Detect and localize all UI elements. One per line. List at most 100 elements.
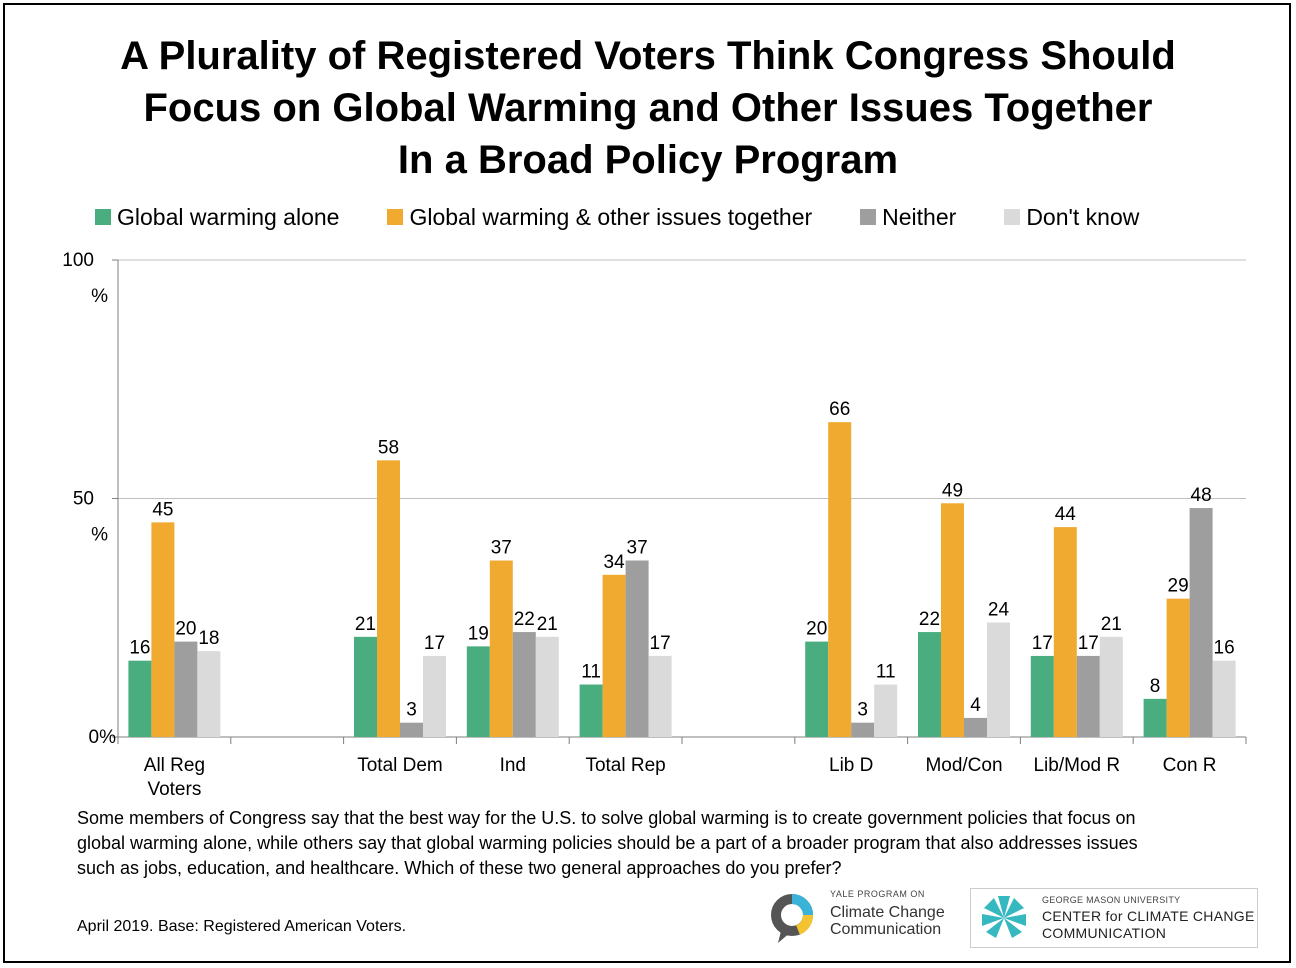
data-label: 19 <box>468 623 489 644</box>
data-label: 34 <box>604 552 626 573</box>
legend-label-neither: Neither <box>882 203 957 230</box>
title-line-2: Focus on Global Warming and Other Issues… <box>143 86 1153 130</box>
data-label: 17 <box>650 633 671 654</box>
data-label: 21 <box>1101 614 1122 635</box>
data-label: 24 <box>988 600 1010 621</box>
yale-program-name: Climate Change Communication <box>830 904 945 938</box>
chart-legend: Global warming alone Global warming & ot… <box>95 202 1139 232</box>
data-label: 20 <box>806 619 827 640</box>
data-label: 17 <box>1032 633 1053 654</box>
category-label: Lib/Mod R <box>1033 755 1120 776</box>
data-label: 22 <box>919 609 940 630</box>
legend-item-dontknow: Don't know <box>1004 204 1139 231</box>
gmu-name-line-1: CENTER for CLIMATE CHANGE <box>1042 908 1255 924</box>
data-label: 17 <box>1078 633 1099 654</box>
bar <box>1099 636 1123 737</box>
bar <box>602 574 626 737</box>
y-tick-label: 0% <box>89 727 117 748</box>
data-label: 21 <box>537 614 558 635</box>
gmu-climate-logo: GEORGE MASON UNIVERSITY CENTER for CLIMA… <box>970 888 1258 948</box>
y-tick-label: 100% <box>62 250 108 307</box>
data-label: 11 <box>581 662 601 683</box>
bar <box>377 460 400 737</box>
legend-item-together: Global warming & other issues together <box>387 204 812 231</box>
bar <box>423 655 446 737</box>
chart-title: A Plurality of Registered Voters Think C… <box>0 30 1296 186</box>
bar <box>987 622 1010 737</box>
bar <box>197 651 221 737</box>
legend-swatch-neither <box>860 209 877 225</box>
category-label: Ind <box>500 755 526 776</box>
bar <box>579 684 603 737</box>
data-label: 29 <box>1168 576 1189 597</box>
category-label: All Reg Voters <box>144 755 205 800</box>
gmu-name-line-2: COMMUNICATION <box>1042 925 1167 941</box>
gmu-logo-border <box>970 888 1258 948</box>
legend-label-together: Global warming & other issues together <box>409 203 813 230</box>
bar <box>1166 598 1190 737</box>
bar <box>648 655 672 737</box>
legend-item-alone: Global warming alone <box>95 204 339 231</box>
bar <box>151 522 175 737</box>
bar <box>1053 527 1077 737</box>
yale-program-label: YALE PROGRAM ON <box>830 889 925 899</box>
bar <box>174 641 198 737</box>
category-label: Con R <box>1163 755 1217 776</box>
bar <box>489 560 513 737</box>
gmu-center-name: CENTER for CLIMATE CHANGE COMMUNICATION <box>1042 908 1255 942</box>
data-label: 37 <box>491 538 512 559</box>
source-note: April 2019. Base: Registered American Vo… <box>77 918 407 935</box>
data-label: 44 <box>1055 504 1077 525</box>
bar <box>1030 655 1054 737</box>
category-label: Total Rep <box>585 755 665 776</box>
data-label: 66 <box>829 399 850 420</box>
survey-question: Some members of Congress say that the be… <box>77 808 1138 878</box>
bar <box>1143 698 1167 737</box>
data-label: 21 <box>355 614 376 635</box>
bar <box>1189 508 1213 737</box>
category-label: Total Dem <box>357 755 443 776</box>
category-label: Lib D <box>829 755 873 776</box>
bar <box>828 422 852 737</box>
data-label: 58 <box>378 437 399 458</box>
bar <box>128 660 152 737</box>
legend-label-alone: Global warming alone <box>117 203 340 230</box>
bar <box>512 632 536 737</box>
legend-swatch-together <box>387 209 404 225</box>
category-label: Mod/Con <box>925 755 1002 776</box>
data-label: 18 <box>198 628 219 649</box>
data-label: 45 <box>152 499 173 520</box>
data-label: 37 <box>627 538 648 559</box>
title-line-1: A Plurality of Registered Voters Think C… <box>120 34 1176 78</box>
bar <box>1212 660 1236 737</box>
data-label: 3 <box>406 700 417 721</box>
bar <box>354 636 377 737</box>
bar <box>964 717 987 737</box>
bar <box>400 722 423 737</box>
gmu-sunburst-icon <box>982 896 1026 938</box>
bar <box>941 503 964 737</box>
data-label: 11 <box>876 662 896 683</box>
bar <box>535 636 559 737</box>
title-line-3: In a Broad Policy Program <box>397 138 899 182</box>
gmu-university-label: GEORGE MASON UNIVERSITY <box>1042 895 1181 905</box>
legend-item-neither: Neither <box>860 204 956 231</box>
bar <box>625 560 649 737</box>
data-label: 16 <box>1214 638 1235 659</box>
yale-ring-icon <box>771 894 813 943</box>
data-label: 16 <box>129 638 150 659</box>
legend-label-dontknow: Don't know <box>1026 203 1140 230</box>
bar <box>805 641 829 737</box>
y-tick-label: 50% <box>73 489 108 546</box>
legend-swatch-alone <box>95 209 111 225</box>
data-label: 8 <box>1150 676 1161 697</box>
data-label: 22 <box>514 609 535 630</box>
bar <box>851 722 875 737</box>
yale-name-line-1: Climate Change <box>830 904 945 921</box>
data-label: 3 <box>857 700 868 721</box>
bar <box>466 646 490 737</box>
figure-frame <box>3 3 1291 963</box>
bar <box>918 632 941 737</box>
bar <box>1076 655 1100 737</box>
